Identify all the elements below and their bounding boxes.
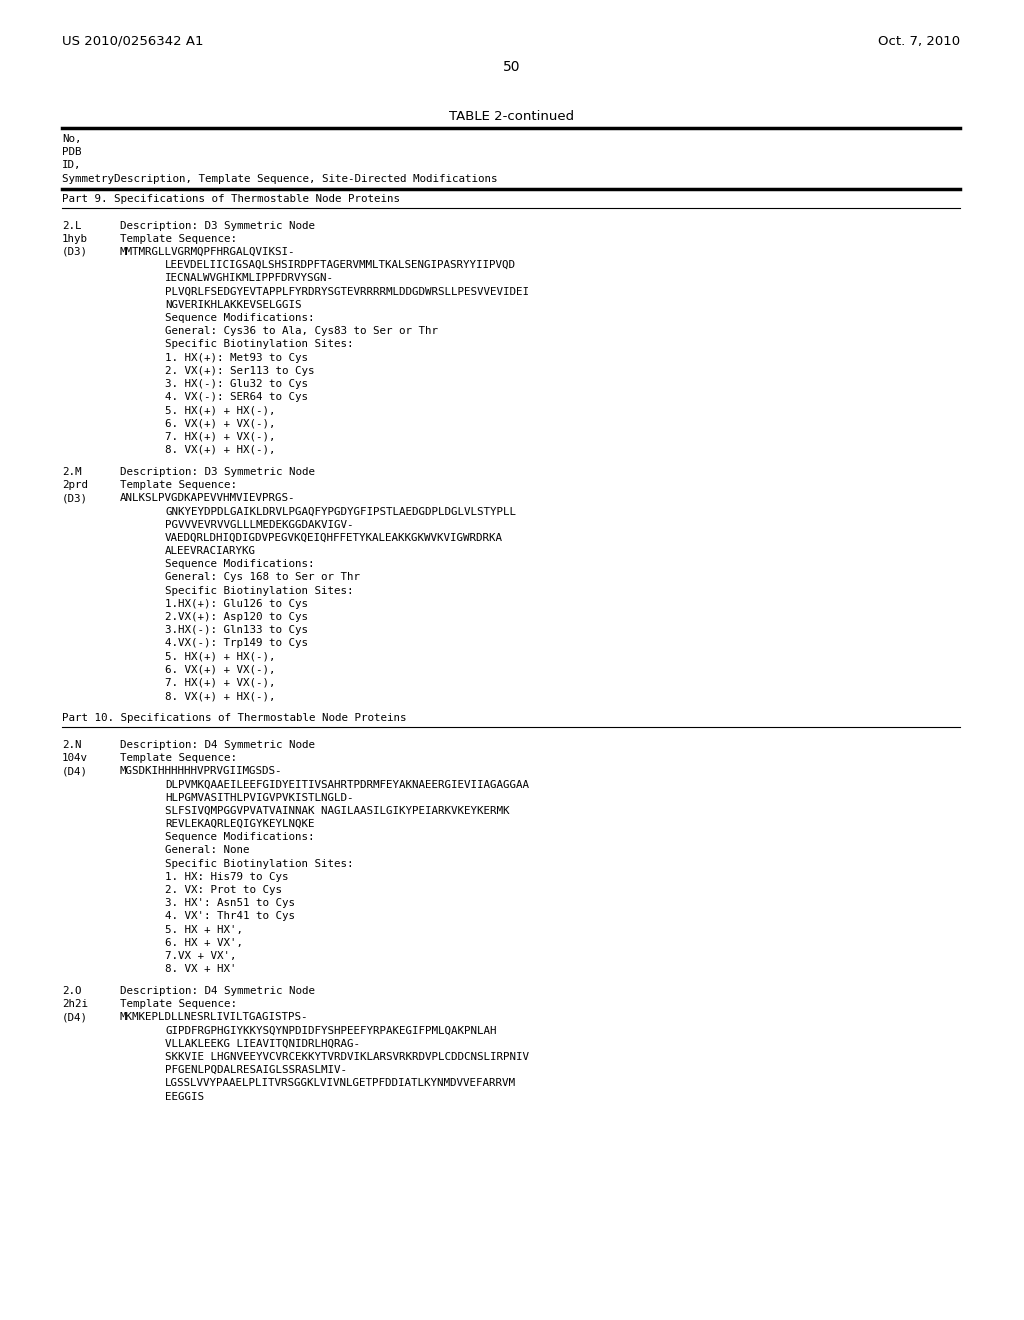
Text: MKMKEPLDLLNESRLIVILTGAGISTPS-: MKMKEPLDLLNESRLIVILTGAGISTPS- — [120, 1012, 308, 1022]
Text: General: Cys36 to Ala, Cys83 to Ser or Thr: General: Cys36 to Ala, Cys83 to Ser or T… — [165, 326, 438, 337]
Text: 1hyb: 1hyb — [62, 234, 88, 244]
Text: 1. HX: His79 to Cys: 1. HX: His79 to Cys — [165, 871, 289, 882]
Text: DLPVMKQAAEILEEFGIDYEITIVSAHRTPDRMFEYAKNAEERGIEVIIAGAGGAA: DLPVMKQAAEILEEFGIDYEITIVSAHRTPDRMFEYAKNA… — [165, 779, 529, 789]
Text: Description: D4 Symmetric Node: Description: D4 Symmetric Node — [120, 739, 315, 750]
Text: 7.VX + VX',: 7.VX + VX', — [165, 950, 237, 961]
Text: Specific Biotinylation Sites:: Specific Biotinylation Sites: — [165, 339, 353, 350]
Text: ANLKSLPVGDKAPEVVHMVIEVPRGS-: ANLKSLPVGDKAPEVVHMVIEVPRGS- — [120, 494, 296, 503]
Text: 8. VX(+) + HX(-),: 8. VX(+) + HX(-), — [165, 445, 275, 455]
Text: IECNALWVGHIKMLIPPFDRVYSGN-: IECNALWVGHIKMLIPPFDRVYSGN- — [165, 273, 334, 284]
Text: LGSSLVVYPAAELPLITVRSGGKLVIVNLGETPFDDIATLKYNMDVVEFARRVM: LGSSLVVYPAAELPLITVRSGGKLVIVNLGETPFDDIATL… — [165, 1078, 516, 1088]
Text: (D3): (D3) — [62, 247, 88, 257]
Text: REVLEKAQRLEQIGYKEYLNQKE: REVLEKAQRLEQIGYKEYLNQKE — [165, 818, 314, 829]
Text: 1.HX(+): Glu126 to Cys: 1.HX(+): Glu126 to Cys — [165, 599, 308, 609]
Text: 4. VX': Thr41 to Cys: 4. VX': Thr41 to Cys — [165, 911, 295, 921]
Text: SLFSIVQMPGGVPVATVAINNAK NAGILAASILGIKYPEIARKVKEYKERMK: SLFSIVQMPGGVPVATVAINNAK NAGILAASILGIKYPE… — [165, 805, 510, 816]
Text: (D4): (D4) — [62, 1012, 88, 1022]
Text: General: Cys 168 to Ser or Thr: General: Cys 168 to Ser or Thr — [165, 573, 360, 582]
Text: Template Sequence:: Template Sequence: — [120, 480, 237, 490]
Text: US 2010/0256342 A1: US 2010/0256342 A1 — [62, 36, 204, 48]
Text: No,: No, — [62, 135, 82, 144]
Text: PDB: PDB — [62, 148, 82, 157]
Text: (D4): (D4) — [62, 766, 88, 776]
Text: Description: D3 Symmetric Node: Description: D3 Symmetric Node — [120, 467, 315, 477]
Text: 2. VX: Prot to Cys: 2. VX: Prot to Cys — [165, 884, 282, 895]
Text: 6. VX(+) + VX(-),: 6. VX(+) + VX(-), — [165, 665, 275, 675]
Text: 2.O: 2.O — [62, 986, 82, 995]
Text: MGSDKIHHHHHHVPRVGIIMGSDS-: MGSDKIHHHHHHVPRVGIIMGSDS- — [120, 766, 283, 776]
Text: Part 10. Specifications of Thermostable Node Proteins: Part 10. Specifications of Thermostable … — [62, 713, 407, 723]
Text: 2prd: 2prd — [62, 480, 88, 490]
Text: 50: 50 — [503, 59, 521, 74]
Text: 6. HX + VX',: 6. HX + VX', — [165, 937, 243, 948]
Text: 104v: 104v — [62, 752, 88, 763]
Text: Template Sequence:: Template Sequence: — [120, 999, 237, 1008]
Text: MMTMRGLLVGRMQPFHRGALQVIKSI-: MMTMRGLLVGRMQPFHRGALQVIKSI- — [120, 247, 296, 257]
Text: Part 9. Specifications of Thermostable Node Proteins: Part 9. Specifications of Thermostable N… — [62, 194, 400, 203]
Text: 7. HX(+) + VX(-),: 7. HX(+) + VX(-), — [165, 678, 275, 688]
Text: 6. VX(+) + VX(-),: 6. VX(+) + VX(-), — [165, 418, 275, 429]
Text: TABLE 2-continued: TABLE 2-continued — [450, 110, 574, 123]
Text: Specific Biotinylation Sites:: Specific Biotinylation Sites: — [165, 858, 353, 869]
Text: Description: D4 Symmetric Node: Description: D4 Symmetric Node — [120, 986, 315, 995]
Text: Sequence Modifications:: Sequence Modifications: — [165, 560, 314, 569]
Text: Template Sequence:: Template Sequence: — [120, 752, 237, 763]
Text: 3. HX': Asn51 to Cys: 3. HX': Asn51 to Cys — [165, 898, 295, 908]
Text: 2.VX(+): Asp120 to Cys: 2.VX(+): Asp120 to Cys — [165, 612, 308, 622]
Text: PFGENLPQDALRESAIGLSSRASLMIV-: PFGENLPQDALRESAIGLSSRASLMIV- — [165, 1065, 347, 1074]
Text: LEEVDELIICIGSAQLSHSIRDPFTAGERVMMLTKALSENGIPASRYYIIPVQD: LEEVDELIICIGSAQLSHSIRDPFTAGERVMMLTKALSEN… — [165, 260, 516, 271]
Text: Oct. 7, 2010: Oct. 7, 2010 — [878, 36, 961, 48]
Text: 2h2i: 2h2i — [62, 999, 88, 1008]
Text: Specific Biotinylation Sites:: Specific Biotinylation Sites: — [165, 586, 353, 595]
Text: (D3): (D3) — [62, 494, 88, 503]
Text: 8. VX + HX': 8. VX + HX' — [165, 964, 237, 974]
Text: 2.M: 2.M — [62, 467, 82, 477]
Text: Description: D3 Symmetric Node: Description: D3 Symmetric Node — [120, 220, 315, 231]
Text: HLPGMVASITHLPVIGVPVKISTLNGLD-: HLPGMVASITHLPVIGVPVKISTLNGLD- — [165, 792, 353, 803]
Text: ALEEVRACIARYKG: ALEEVRACIARYKG — [165, 546, 256, 556]
Text: General: None: General: None — [165, 845, 250, 855]
Text: 4. VX(-): SER64 to Cys: 4. VX(-): SER64 to Cys — [165, 392, 308, 403]
Text: GIPDFRGPHGIYKKYSQYNPDIDFYSHPEEFYRPAKEGIFPMLQAKPNLAH: GIPDFRGPHGIYKKYSQYNPDIDFYSHPEEFYRPAKEGIF… — [165, 1026, 497, 1035]
Text: 8. VX(+) + HX(-),: 8. VX(+) + HX(-), — [165, 692, 275, 701]
Text: Sequence Modifications:: Sequence Modifications: — [165, 832, 314, 842]
Text: SymmetryDescription, Template Sequence, Site-Directed Modifications: SymmetryDescription, Template Sequence, … — [62, 174, 498, 183]
Text: 2. VX(+): Ser113 to Cys: 2. VX(+): Ser113 to Cys — [165, 366, 314, 376]
Text: VAEDQRLDHIQDIGDVPEGVKQEIQHFFETYKALEAKKGKWVKVIGWRDRKA: VAEDQRLDHIQDIGDVPEGVKQEIQHFFETYKALEAKKGK… — [165, 533, 503, 543]
Text: SKKVIE LHGNVEEYVCVRCEKKYTVRDVIKLARSVRKRDVPLCDDCNSLIRPNIV: SKKVIE LHGNVEEYVCVRCEKKYTVRDVIKLARSVRKRD… — [165, 1052, 529, 1061]
Text: PLVQRLFSEDGYEVTAPPLFYRDRYSGTEVRRRRMLDDGDWRSLLPESVVEVIDEI: PLVQRLFSEDGYEVTAPPLFYRDRYSGTEVRRRRMLDDGD… — [165, 286, 529, 297]
Text: 1. HX(+): Met93 to Cys: 1. HX(+): Met93 to Cys — [165, 352, 308, 363]
Text: 5. HX(+) + HX(-),: 5. HX(+) + HX(-), — [165, 652, 275, 661]
Text: VLLAKLEEKG LIEAVITQNIDRLHQRAG-: VLLAKLEEKG LIEAVITQNIDRLHQRAG- — [165, 1039, 360, 1048]
Text: PGVVVEVRVVGLLLMEDEKGGDAKVIGV-: PGVVVEVRVVGLLLMEDEKGGDAKVIGV- — [165, 520, 353, 529]
Text: ID,: ID, — [62, 161, 82, 170]
Text: Sequence Modifications:: Sequence Modifications: — [165, 313, 314, 323]
Text: 2.L: 2.L — [62, 220, 82, 231]
Text: 4.VX(-): Trp149 to Cys: 4.VX(-): Trp149 to Cys — [165, 639, 308, 648]
Text: GNKYEYDPDLGAIKLDRVLPGAQFYPGDYGFIPSTLAEDGDPLDGLVLSTYPLL: GNKYEYDPDLGAIKLDRVLPGAQFYPGDYGFIPSTLAEDG… — [165, 507, 516, 516]
Text: Template Sequence:: Template Sequence: — [120, 234, 237, 244]
Text: 2.N: 2.N — [62, 739, 82, 750]
Text: EEGGIS: EEGGIS — [165, 1092, 204, 1101]
Text: 5. HX(+) + HX(-),: 5. HX(+) + HX(-), — [165, 405, 275, 416]
Text: 7. HX(+) + VX(-),: 7. HX(+) + VX(-), — [165, 432, 275, 442]
Text: 5. HX + HX',: 5. HX + HX', — [165, 924, 243, 935]
Text: 3. HX(-): Glu32 to Cys: 3. HX(-): Glu32 to Cys — [165, 379, 308, 389]
Text: 3.HX(-): Gln133 to Cys: 3.HX(-): Gln133 to Cys — [165, 626, 308, 635]
Text: NGVERIKHLAKKEVSELGGIS: NGVERIKHLAKKEVSELGGIS — [165, 300, 301, 310]
